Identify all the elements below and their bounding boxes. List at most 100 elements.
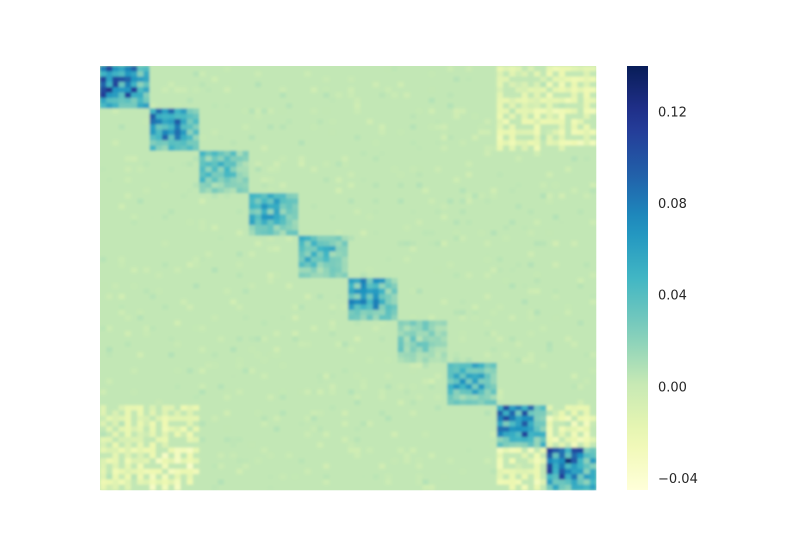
heatmap-cell [180,113,188,120]
heatmap-cell [527,378,535,385]
heatmap-cell [577,304,584,311]
heatmap-cell [472,288,479,295]
heatmap-cell [484,235,491,242]
heatmap-cell [335,145,343,152]
heatmap-cell [385,214,392,221]
heatmap-cell [348,134,355,141]
heatmap-cell [124,346,132,353]
heatmap-cell [571,87,578,93]
heatmap-cell [527,331,535,337]
heatmap-cell [546,272,553,279]
heatmap-cell [379,156,386,162]
heatmap-cell [255,177,262,183]
heatmap-cell [292,219,299,226]
heatmap-cell [391,156,398,162]
heatmap-cell [509,304,516,311]
heatmap-cell [509,214,516,221]
heatmap-cell [199,288,206,295]
heatmap-cell [317,346,324,353]
heatmap-cell [242,134,250,141]
heatmap-cell [310,299,318,305]
heatmap-cell [248,172,256,178]
heatmap-cell [205,251,212,258]
heatmap-cell [248,97,256,104]
heatmap-cell [478,134,485,141]
heatmap-cell [496,256,504,263]
heatmap-cell [534,225,541,231]
heatmap-cell [379,161,386,168]
heatmap-cell [521,103,529,109]
heatmap-cell [583,113,591,120]
heatmap-cell [515,278,522,284]
heatmap-cell [224,66,231,72]
heatmap-cell [515,357,522,364]
heatmap-cell [255,368,262,374]
heatmap-cell [565,278,572,284]
heatmap-cell [255,331,262,337]
heatmap-cell [503,373,510,380]
heatmap-cell [472,304,479,311]
heatmap-cell [162,119,169,125]
heatmap-cell [385,299,392,305]
heatmap-cell [124,119,132,125]
heatmap-cell [391,336,398,342]
heatmap-cell [459,166,467,173]
heatmap-cell [534,193,541,199]
heatmap-cell [131,394,138,401]
heatmap-cell [261,315,268,321]
heatmap-cell [230,198,237,205]
heatmap-cell [521,230,529,236]
heatmap-cell [459,278,467,284]
heatmap-cell [509,203,516,210]
heatmap-cell [478,92,485,99]
heatmap-cell [459,230,467,236]
heatmap-cell [143,346,150,353]
heatmap-cell [224,108,231,115]
heatmap-cell [484,108,491,115]
heatmap-cell [527,71,535,77]
heatmap-cell [236,124,243,130]
heatmap-cell [112,166,119,173]
heatmap-cell [465,293,473,300]
heatmap-cell [230,368,237,374]
heatmap-cell [410,172,417,178]
heatmap-cell [403,124,411,130]
heatmap-cell [391,283,398,289]
heatmap-cell [304,288,312,295]
heatmap-cell [496,134,504,141]
heatmap-cell [391,161,398,168]
heatmap-cell [137,113,144,120]
heatmap-cell [236,246,243,252]
heatmap-cell [391,293,398,300]
heatmap-cell [112,288,119,295]
heatmap-cell [484,161,491,168]
heatmap-cell [329,209,336,215]
heatmap-cell [149,166,157,173]
heatmap-cell [527,150,535,157]
heatmap-cell [118,352,126,358]
heatmap-cell [441,288,448,295]
heatmap-cell [118,92,126,99]
heatmap-cell [577,389,584,395]
heatmap-cell [242,320,250,327]
heatmap-cell [348,71,355,77]
heatmap-cell [565,230,572,236]
heatmap-cell [515,325,522,332]
heatmap-cell [304,134,312,141]
heatmap-cell [168,336,175,342]
heatmap-cell [193,362,200,369]
heatmap-cell [546,225,553,231]
heatmap-cell [416,299,423,305]
heatmap-cell [428,172,436,178]
heatmap-cell [236,103,243,109]
heatmap-cell [236,156,243,162]
heatmap-cell [521,256,529,263]
heatmap-cell [552,113,560,120]
heatmap-cell [193,288,200,295]
heatmap-cell [484,187,491,194]
heatmap-cell [323,214,330,221]
heatmap-cell [162,251,169,258]
heatmap-cell [286,161,293,168]
heatmap-cell [465,134,473,141]
heatmap-cell [478,172,485,178]
